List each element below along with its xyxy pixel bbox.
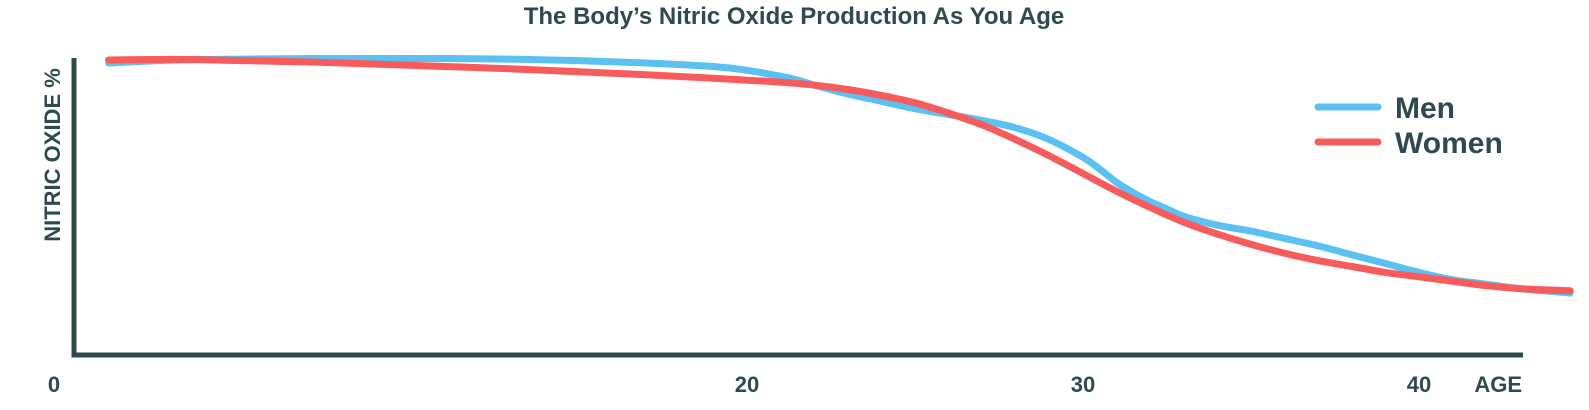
series-line-women [105, 55, 1574, 295]
chart-title: The Body’s Nitric Oxide Production As Yo… [524, 3, 1065, 30]
legend-label-men: Men [1395, 92, 1455, 125]
x-axis-label: AGE [1474, 372, 1522, 397]
legend-label-women: Women [1395, 127, 1503, 160]
x-tick-label: 30 [1071, 372, 1095, 397]
plot-area [105, 54, 1574, 297]
y-axis-label-group: NITRIC OXIDE % [40, 68, 65, 242]
x-tick-label: 40 [1407, 372, 1431, 397]
y-axis-label: NITRIC OXIDE % [40, 68, 65, 242]
x-tick-label: 20 [735, 372, 759, 397]
axes [71, 58, 1523, 358]
series-line-men [105, 54, 1574, 297]
x-tick-labels: 0 20 30 40 AGE [48, 372, 1522, 397]
x-tick-label: 0 [48, 372, 60, 397]
